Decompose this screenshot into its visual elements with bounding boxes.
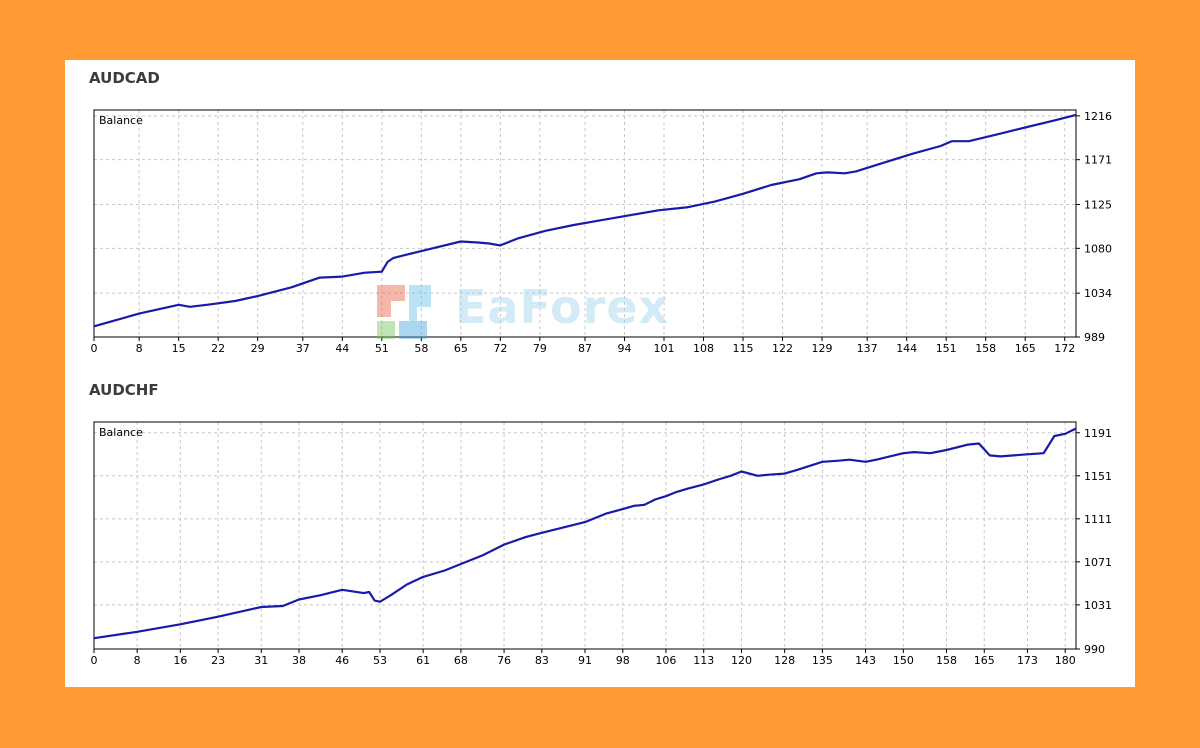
y-tick-label: 1080	[1084, 242, 1112, 255]
x-tick-label: 38	[292, 654, 306, 667]
x-tick-label: 91	[578, 654, 592, 667]
balance-series-line	[93, 113, 1077, 328]
x-tick-label: 94	[618, 342, 632, 355]
watermark-text: EaForex	[455, 280, 670, 334]
x-tick-label: 58	[414, 342, 428, 355]
x-tick-label: 46	[335, 654, 349, 667]
x-tick-label: 51	[375, 342, 389, 355]
x-tick-label: 79	[533, 342, 547, 355]
x-tick-label: 101	[654, 342, 675, 355]
y-tick-label: 1071	[1084, 556, 1112, 569]
x-tick-label: 172	[1054, 342, 1075, 355]
x-tick-label: 23	[211, 654, 225, 667]
x-tick-label: 144	[896, 342, 917, 355]
y-tick-label: 989	[1084, 331, 1105, 344]
y-tick-label: 1031	[1084, 599, 1112, 612]
x-tick-label: 65	[454, 342, 468, 355]
x-tick-label: 151	[936, 342, 957, 355]
y-tick-label: 1034	[1084, 287, 1112, 300]
x-tick-label: 72	[493, 342, 507, 355]
x-tick-label: 87	[578, 342, 592, 355]
x-tick-label: 15	[172, 342, 186, 355]
y-tick-label: 990	[1084, 643, 1105, 656]
eaforex-watermark: EaForex	[365, 277, 715, 343]
x-tick-label: 128	[774, 654, 795, 667]
legend-label-balance: Balance	[99, 114, 143, 127]
chart-title-audchf: AUDCHF	[89, 381, 159, 399]
x-tick-label: 16	[173, 654, 187, 667]
x-tick-label: 150	[893, 654, 914, 667]
x-tick-label: 98	[616, 654, 630, 667]
y-tick-label: 1216	[1084, 110, 1112, 123]
x-tick-label: 0	[91, 342, 98, 355]
audchf-balance-chart: 0 8 16 23 31 38 46 53 61 68 76 83 91 98 106 113 120 128 13…	[91, 421, 1112, 667]
x-tick-label: 173	[1017, 654, 1038, 667]
charts-panel: AUDCAD 0 8 15 22 29 37 44 51 58 65 72 79 87 94 101 108 1…	[65, 60, 1135, 687]
y-tick-label: 1125	[1084, 199, 1112, 212]
x-tick-label: 137	[857, 342, 878, 355]
x-tick-label: 106	[655, 654, 676, 667]
x-tick-label: 108	[693, 342, 714, 355]
chart-title-audcad: AUDCAD	[89, 69, 160, 87]
x-tick-label: 113	[693, 654, 714, 667]
x-tick-label: 76	[497, 654, 511, 667]
x-tick-label: 31	[254, 654, 268, 667]
x-tick-label: 61	[416, 654, 430, 667]
x-tick-label: 158	[975, 342, 996, 355]
x-tick-label: 165	[974, 654, 995, 667]
x-tick-label: 115	[733, 342, 754, 355]
eaforex-logo-icon	[377, 285, 431, 339]
x-tick-label: 165	[1015, 342, 1036, 355]
x-tick-label: 129	[812, 342, 833, 355]
x-tick-label: 180	[1055, 654, 1076, 667]
x-tick-label: 158	[936, 654, 957, 667]
y-tick-label: 1171	[1084, 154, 1112, 167]
x-tick-label: 29	[251, 342, 265, 355]
x-tick-label: 53	[373, 654, 387, 667]
audcad-balance-chart: 0 8 15 22 29 37 44 51 58 65 72 79 87 94 101 108 115 122 12…	[91, 109, 1112, 355]
x-tick-label: 8	[136, 342, 143, 355]
x-tick-label: 44	[335, 342, 349, 355]
x-tick-label: 37	[296, 342, 310, 355]
x-tick-label: 8	[134, 654, 141, 667]
x-tick-label: 83	[535, 654, 549, 667]
x-tick-label: 122	[772, 342, 793, 355]
legend-label-balance: Balance	[99, 426, 143, 439]
y-tick-label: 1191	[1084, 427, 1112, 440]
x-tick-label: 120	[731, 654, 752, 667]
x-tick-label: 143	[855, 654, 876, 667]
x-tick-label: 68	[454, 654, 468, 667]
y-tick-label: 1151	[1084, 470, 1112, 483]
balance-series-line	[93, 427, 1077, 640]
x-tick-label: 22	[211, 342, 225, 355]
y-tick-label: 1111	[1084, 513, 1112, 526]
x-tick-label: 135	[812, 654, 833, 667]
x-tick-label: 0	[91, 654, 98, 667]
